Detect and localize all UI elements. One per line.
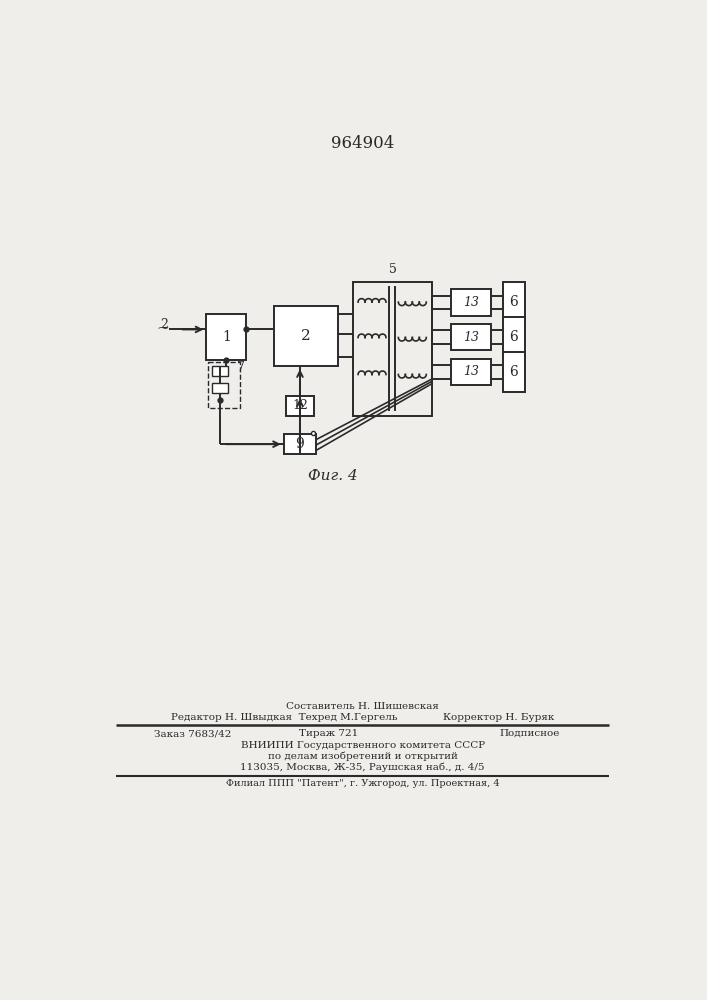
Bar — [286, 396, 314, 416]
Text: 1: 1 — [222, 330, 230, 344]
Text: 6: 6 — [510, 330, 518, 344]
Text: 6: 6 — [510, 365, 518, 379]
Text: по делам изобретений и открытий: по делам изобретений и открытий — [268, 751, 457, 761]
Bar — [212, 383, 228, 393]
Text: Составитель Н. Шишевская: Составитель Н. Шишевская — [286, 702, 439, 711]
Text: Фиг. 4: Фиг. 4 — [308, 469, 357, 483]
Bar — [284, 434, 316, 454]
Text: 13: 13 — [463, 296, 479, 309]
Text: 2: 2 — [301, 329, 311, 343]
Bar — [503, 282, 525, 323]
Text: Тираж 721: Тираж 721 — [299, 729, 358, 738]
Bar — [212, 366, 228, 376]
Text: 964904: 964904 — [331, 135, 395, 152]
Text: ВНИИПИ Государственного комитета СССР: ВНИИПИ Государственного комитета СССР — [240, 741, 485, 750]
Bar — [208, 362, 240, 408]
Text: 9: 9 — [296, 437, 304, 451]
Text: 13: 13 — [463, 331, 479, 344]
Text: Заказ 7683/42: Заказ 7683/42 — [154, 729, 232, 738]
Text: 13: 13 — [463, 365, 479, 378]
Bar — [354, 282, 433, 416]
Text: 113035, Москва, Ж-35, Раушская наб., д. 4/5: 113035, Москва, Ж-35, Раушская наб., д. … — [240, 762, 485, 772]
Text: 6: 6 — [510, 295, 518, 309]
Text: ~: ~ — [156, 322, 169, 336]
Bar — [503, 352, 525, 392]
Text: Филиал ППП "Патент", г. Ужгород, ул. Проектная, 4: Филиал ППП "Патент", г. Ужгород, ул. Про… — [226, 779, 500, 788]
Text: Редактор Н. Швыдкая  Техред М.Гергель              Корректор Н. Буряк: Редактор Н. Швыдкая Техред М.Гергель Кор… — [171, 713, 554, 722]
Bar — [451, 289, 491, 316]
Text: 12: 12 — [292, 399, 308, 412]
Bar — [451, 324, 491, 350]
Bar — [274, 306, 338, 366]
Text: 2: 2 — [160, 318, 168, 331]
Text: Подписное: Подписное — [500, 729, 561, 738]
Text: 5: 5 — [389, 263, 397, 276]
Text: 7: 7 — [237, 361, 245, 374]
Bar — [206, 314, 247, 360]
Bar — [503, 317, 525, 357]
Bar — [451, 359, 491, 385]
